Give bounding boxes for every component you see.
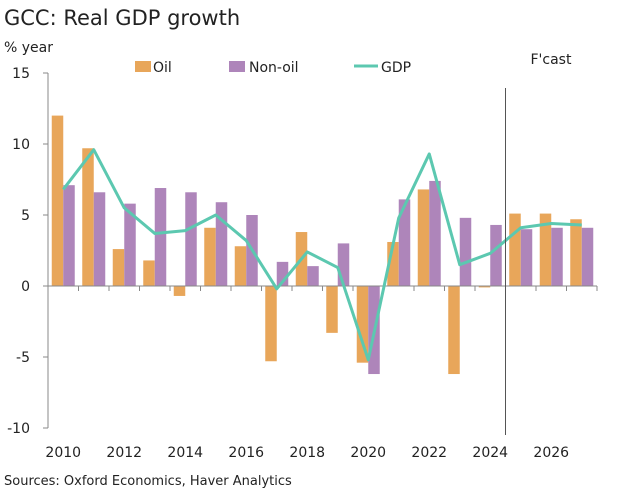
y-tick-label: -5 bbox=[16, 350, 30, 366]
y-tick-label: 15 bbox=[12, 66, 30, 82]
chart-title: GCC: Real GDP growth bbox=[4, 6, 241, 30]
x-tick-label: 2014 bbox=[167, 445, 203, 461]
bar-oil-2021 bbox=[387, 241, 399, 286]
bar-non-oil-2025 bbox=[520, 229, 533, 286]
y-axis-label: % year bbox=[4, 40, 53, 56]
bar-oil-2010 bbox=[51, 115, 64, 286]
source-note: Sources: Oxford Economics, Haver Analyti… bbox=[4, 474, 292, 489]
y-tick-label: -10 bbox=[7, 421, 30, 437]
bar-non-oil-2024 bbox=[490, 224, 502, 286]
bar-oil-2026 bbox=[539, 213, 552, 286]
legend-label-non-oil: Non-oil bbox=[249, 60, 299, 76]
bar-non-oil-2012 bbox=[124, 203, 136, 286]
bar-oil-2025 bbox=[509, 213, 521, 286]
forecast-label: F'cast bbox=[531, 52, 572, 68]
bar-oil-2020 bbox=[356, 286, 369, 363]
bar-oil-2027 bbox=[570, 219, 582, 286]
bar-non-oil-2017 bbox=[276, 261, 289, 286]
bar-oil-2016 bbox=[234, 246, 247, 286]
legend-swatch-non-oil bbox=[229, 61, 245, 72]
bar-non-oil-2011 bbox=[93, 192, 106, 286]
bar-oil-2024 bbox=[478, 286, 491, 288]
bar-oil-2022 bbox=[417, 189, 430, 286]
bar-oil-2012 bbox=[112, 249, 125, 286]
bar-oil-2011 bbox=[82, 148, 94, 286]
legend-label-oil: Oil bbox=[153, 60, 172, 76]
legend-swatch-oil bbox=[135, 61, 151, 72]
x-tick-label: 2016 bbox=[228, 445, 264, 461]
x-tick-label: 2018 bbox=[289, 445, 325, 461]
bar-non-oil-2015 bbox=[215, 202, 228, 286]
x-tick-label: 2012 bbox=[106, 445, 142, 461]
y-tick-label: 5 bbox=[21, 208, 30, 224]
legend-label-gdp: GDP bbox=[381, 60, 411, 76]
bar-non-oil-2027 bbox=[581, 227, 594, 286]
bar-non-oil-2022 bbox=[429, 180, 441, 286]
bar-oil-2023 bbox=[448, 286, 460, 375]
bar-oil-2014 bbox=[173, 286, 186, 296]
bar-oil-2017 bbox=[265, 286, 277, 362]
bar-non-oil-2018 bbox=[307, 266, 319, 286]
bar-oil-2013 bbox=[143, 260, 155, 286]
x-tick-label: 2024 bbox=[472, 445, 508, 461]
x-tick-label: 2020 bbox=[350, 445, 386, 461]
bar-non-oil-2023 bbox=[459, 217, 472, 286]
x-tick-label: 2026 bbox=[533, 445, 569, 461]
bar-non-oil-2021 bbox=[398, 199, 411, 286]
bar-non-oil-2019 bbox=[337, 243, 350, 286]
bar-non-oil-2014 bbox=[185, 192, 197, 286]
x-tick-label: 2010 bbox=[45, 445, 81, 461]
bar-non-oil-2026 bbox=[551, 227, 563, 286]
line-gdp bbox=[62, 148, 582, 362]
bar-oil-2019 bbox=[326, 286, 338, 333]
y-tick-label: 0 bbox=[21, 279, 30, 295]
x-tick-label: 2022 bbox=[411, 445, 447, 461]
y-tick-label: 10 bbox=[12, 137, 30, 153]
bar-non-oil-2013 bbox=[154, 188, 167, 286]
bar-oil-2015 bbox=[204, 227, 216, 286]
bar-non-oil-2010 bbox=[63, 185, 75, 286]
